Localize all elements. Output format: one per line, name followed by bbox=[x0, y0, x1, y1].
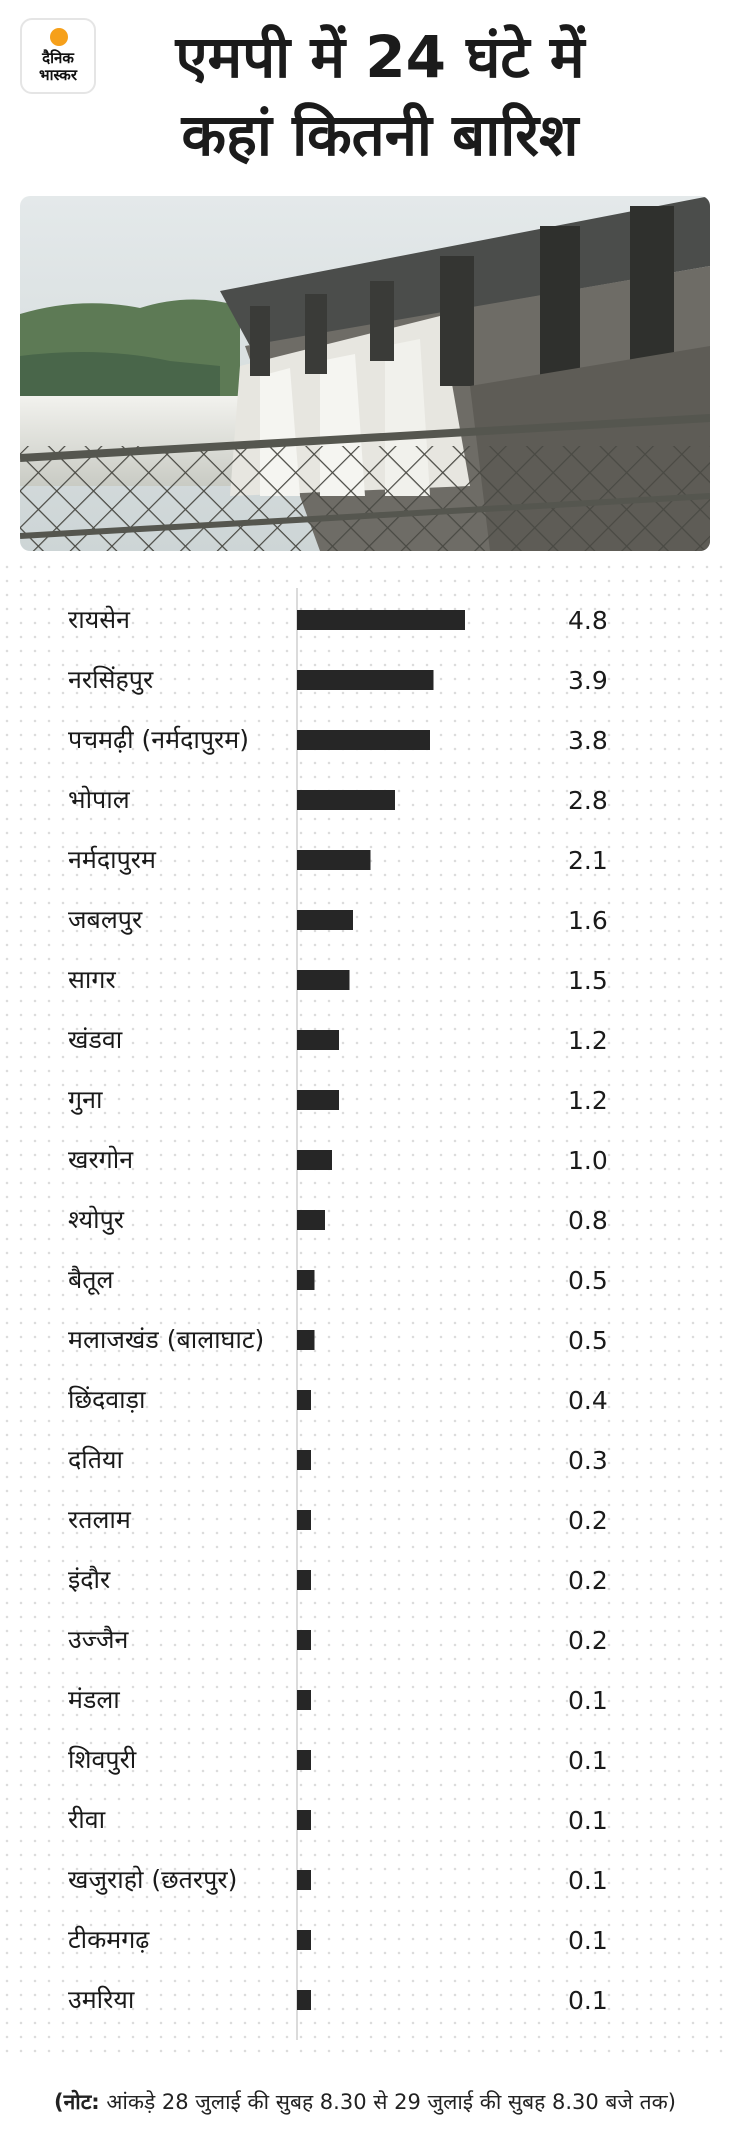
category-label: इंदौर bbox=[68, 1565, 111, 1594]
title-line-2: कहां कितनी बारिश bbox=[181, 101, 579, 169]
bar bbox=[297, 1570, 311, 1590]
category-label: श्योपुर bbox=[68, 1205, 125, 1235]
rainfall-bar-chart: रायसेन 4.8 नरसिंहपुर 3.9 पचमढ़ी (नर्मदापुरम)… bbox=[68, 588, 608, 2040]
bar bbox=[297, 1510, 311, 1530]
category-label: मलाजखंड (बालाघाट) bbox=[68, 1325, 264, 1354]
bar bbox=[297, 1990, 311, 2010]
category-label: रायसेन bbox=[68, 605, 131, 634]
dainik-bhaskar-logo: दैनिक भास्कर bbox=[20, 18, 96, 94]
value-label: 0.1 bbox=[568, 1926, 608, 1955]
bar bbox=[297, 1930, 311, 1950]
value-label: 0.1 bbox=[568, 1986, 608, 2015]
category-label: दतिया bbox=[68, 1445, 124, 1474]
logo-text: दैनिक भास्कर bbox=[22, 50, 94, 84]
bar bbox=[297, 850, 371, 870]
category-label: सागर bbox=[68, 965, 116, 994]
category-label: छिंदवाड़ा bbox=[68, 1385, 146, 1414]
category-label: गुना bbox=[68, 1085, 103, 1115]
value-label: 0.5 bbox=[568, 1326, 608, 1355]
bar bbox=[297, 1750, 311, 1770]
value-label: 4.8 bbox=[568, 606, 608, 635]
dam-photo-icon bbox=[20, 196, 710, 551]
value-label: 1.2 bbox=[568, 1086, 608, 1115]
sun-icon bbox=[50, 28, 68, 46]
bar bbox=[297, 1090, 339, 1110]
note-text: आंकड़े 28 जुलाई की सुबह 8.30 से 29 जुलाई… bbox=[99, 2090, 676, 2114]
bar bbox=[297, 910, 353, 930]
category-label: रतलाम bbox=[68, 1505, 132, 1534]
header: दैनिक भास्कर एमपी में 24 घंटे में कहां क… bbox=[0, 0, 730, 185]
value-label: 0.2 bbox=[568, 1506, 608, 1535]
category-label: उमरिया bbox=[68, 1985, 135, 2014]
page-title: एमपी में 24 घंटे में कहां कितनी बारिश bbox=[100, 18, 660, 174]
category-label: खंडवा bbox=[68, 1025, 123, 1054]
value-label: 0.1 bbox=[568, 1866, 608, 1895]
value-label: 0.4 bbox=[568, 1386, 608, 1415]
category-label: मंडला bbox=[68, 1685, 120, 1714]
note-prefix: (नोट: bbox=[54, 2090, 100, 2114]
bar bbox=[297, 970, 350, 990]
bar bbox=[297, 1690, 311, 1710]
category-label: रीवा bbox=[68, 1805, 106, 1834]
category-label: जबलपुर bbox=[68, 905, 143, 935]
chart-area: रायसेन 4.8 नरसिंहपुर 3.9 पचमढ़ी (नर्मदापुरम)… bbox=[0, 560, 730, 2060]
bar bbox=[297, 670, 434, 690]
value-label: 0.1 bbox=[568, 1746, 608, 1775]
bar bbox=[297, 1270, 315, 1290]
bar bbox=[297, 1630, 311, 1650]
value-label: 1.5 bbox=[568, 966, 608, 995]
category-label: बैतूल bbox=[68, 1265, 115, 1295]
value-label: 1.6 bbox=[568, 906, 608, 935]
title-line-1: एमपी में 24 घंटे में bbox=[175, 23, 585, 91]
bar bbox=[297, 1210, 325, 1230]
value-label: 0.2 bbox=[568, 1566, 608, 1595]
bar bbox=[297, 1030, 339, 1050]
bar bbox=[297, 1810, 311, 1830]
logo-line-1: दैनिक bbox=[42, 49, 74, 67]
value-label: 1.0 bbox=[568, 1146, 608, 1175]
category-label: टीकमगढ़ bbox=[68, 1925, 150, 1954]
value-label: 2.8 bbox=[568, 786, 608, 815]
bar bbox=[297, 1450, 311, 1470]
category-label: भोपाल bbox=[68, 785, 131, 814]
category-label: खजुराहो (छतरपुर) bbox=[68, 1865, 237, 1895]
category-label: उज्जैन bbox=[68, 1625, 130, 1654]
bar bbox=[297, 1870, 311, 1890]
value-label: 0.5 bbox=[568, 1266, 608, 1295]
value-label: 0.1 bbox=[568, 1686, 608, 1715]
bar bbox=[297, 610, 465, 630]
bar bbox=[297, 1330, 315, 1350]
bar bbox=[297, 1390, 311, 1410]
value-label: 1.2 bbox=[568, 1026, 608, 1055]
category-label: शिवपुरी bbox=[68, 1745, 137, 1775]
footnote: (नोट: आंकड़े 28 जुलाई की सुबह 8.30 से 29… bbox=[0, 2088, 730, 2116]
value-label: 2.1 bbox=[568, 846, 608, 875]
value-label: 0.3 bbox=[568, 1446, 608, 1475]
value-label: 0.2 bbox=[568, 1626, 608, 1655]
category-label: खरगोन bbox=[68, 1145, 134, 1174]
bar bbox=[297, 790, 395, 810]
category-label: नरसिंहपुर bbox=[68, 665, 154, 695]
value-label: 3.8 bbox=[568, 726, 608, 755]
bar bbox=[297, 730, 430, 750]
category-label: नर्मदापुरम bbox=[68, 845, 157, 875]
value-label: 0.8 bbox=[568, 1206, 608, 1235]
bar bbox=[297, 1150, 332, 1170]
value-label: 0.1 bbox=[568, 1806, 608, 1835]
value-label: 3.9 bbox=[568, 666, 608, 695]
logo-line-2: भास्कर bbox=[39, 66, 77, 84]
category-label: पचमढ़ी (नर्मदापुरम) bbox=[68, 725, 249, 755]
